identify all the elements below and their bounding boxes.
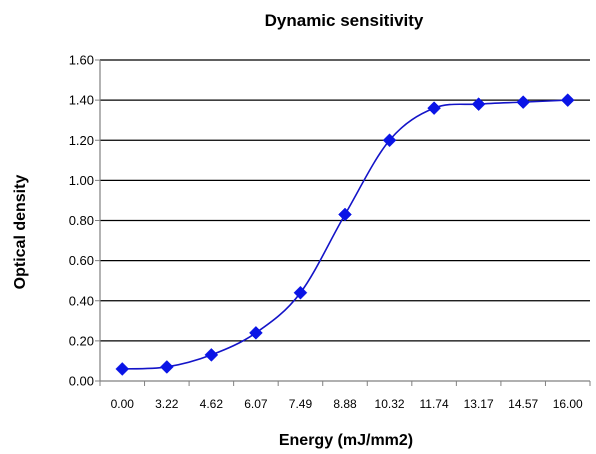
data-point — [560, 93, 575, 107]
x-tick-label: 4.62 — [200, 397, 224, 411]
x-axis-title: Energy (mJ/mm2) — [279, 432, 413, 449]
x-tick-label: 14.57 — [508, 397, 538, 411]
y-tick-labels: 0.00 0.20 0.40 0.60 0.80 1.00 1.20 1.40 1.60 — [69, 53, 94, 389]
data-point — [115, 362, 130, 376]
x-tick-label: 3.22 — [155, 397, 179, 411]
y-tick-label: 0.60 — [69, 253, 94, 268]
x-tick-label: 0.00 — [111, 397, 135, 411]
x-tick-label: 11.74 — [420, 397, 449, 411]
x-tick-label: 6.07 — [244, 397, 268, 411]
y-tick-label: 0.80 — [69, 213, 94, 228]
y-tick-label: 1.20 — [69, 133, 94, 148]
x-tick-label: 10.32 — [375, 397, 405, 411]
data-point — [204, 348, 219, 362]
series — [115, 93, 575, 376]
y-tick-label: 1.40 — [69, 93, 94, 108]
x-tick-label: 8.88 — [333, 397, 357, 411]
data-point — [293, 285, 308, 300]
chart-title: Dynamic sensitivity — [265, 11, 424, 30]
data-point — [249, 325, 263, 340]
y-axis-title: Optical density — [12, 175, 29, 290]
data-point — [427, 101, 441, 116]
data-point — [471, 97, 486, 111]
grid-lines — [100, 59, 590, 342]
axes — [95, 59, 591, 386]
y-tick-label: 1.60 — [69, 53, 94, 68]
x-tick-label: 13.17 — [464, 397, 494, 411]
y-tick-label: 0.20 — [69, 333, 94, 348]
data-point — [516, 95, 531, 109]
x-tick-label: 16.00 — [553, 397, 583, 411]
y-tick-label: 1.00 — [69, 173, 94, 188]
x-tick-labels: 0.00 3.22 4.62 6.07 7.49 8.88 10.32 11.74 13.17 1… — [111, 397, 583, 411]
data-point — [159, 360, 174, 374]
data-point — [338, 207, 352, 222]
y-tick-label: 0.00 — [69, 374, 94, 389]
x-tick-label: 7.49 — [289, 397, 313, 411]
data-point — [382, 133, 397, 148]
y-tick-label: 0.40 — [69, 293, 94, 308]
